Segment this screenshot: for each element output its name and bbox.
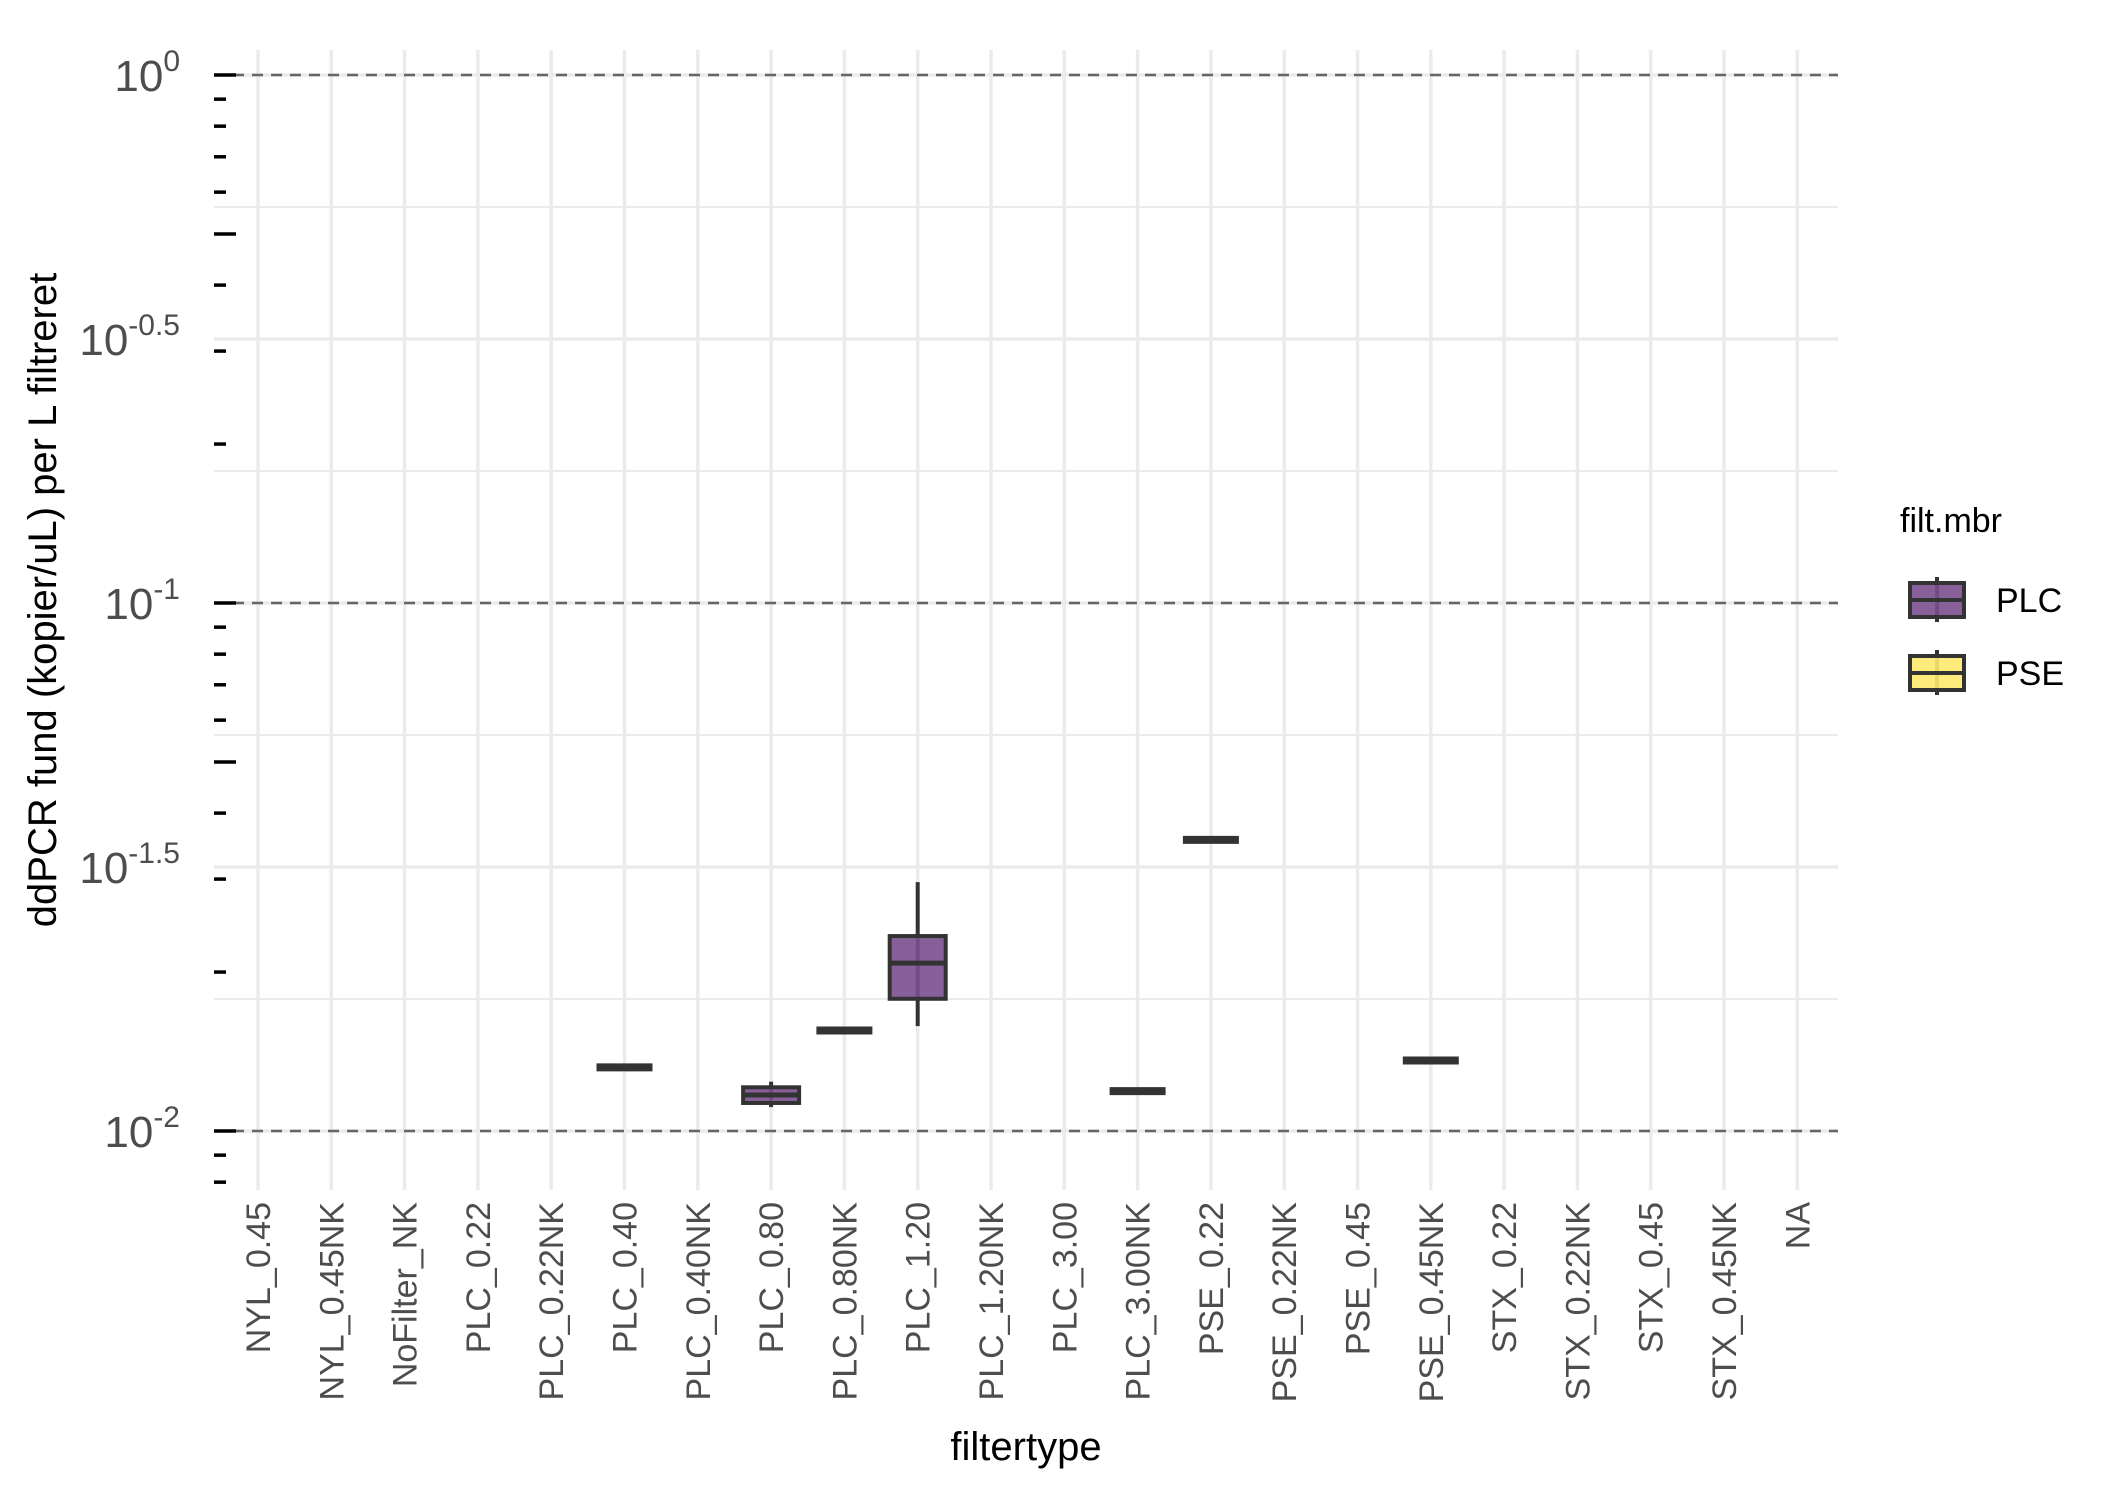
x-tick-label: NYL_0.45NK xyxy=(313,1202,351,1401)
legend-label-PSE: PSE xyxy=(1996,655,2064,693)
x-tick-label: STX_0.22 xyxy=(1486,1202,1524,1353)
x-tick-label: PLC_1.20 xyxy=(900,1202,938,1353)
x-axis-title: filtertype xyxy=(950,1425,1101,1469)
legend-key-PLC xyxy=(1908,577,1966,622)
legend-title: filt.mbr xyxy=(1900,502,2002,540)
x-tick-label: PLC_3.00NK xyxy=(1120,1202,1158,1401)
boxes xyxy=(596,835,1459,1108)
x-tick-label: STX_0.22NK xyxy=(1559,1202,1597,1401)
x-tick-label: PSE_0.22NK xyxy=(1266,1202,1304,1403)
x-tick-label: PLC_0.80 xyxy=(753,1202,791,1353)
y-axis-title: ddPCR fund (kopier/uL) per L filtreret xyxy=(21,273,65,927)
y-tick-label: 100 xyxy=(114,45,180,101)
legend-label-PLC: PLC xyxy=(1996,582,2062,620)
x-tick-label: NoFilter_NK xyxy=(387,1202,425,1387)
x-tick-label: PLC_0.22 xyxy=(460,1202,498,1353)
box-body xyxy=(887,934,948,1001)
x-tick-label: PLC_0.40NK xyxy=(680,1202,718,1401)
x-tick-label: PLC_0.80NK xyxy=(826,1202,864,1401)
x-tick-label: PSE_0.45NK xyxy=(1413,1202,1451,1403)
legend: filt.mbr PLC PSE xyxy=(1900,502,2064,695)
x-tick-label: PLC_1.20NK xyxy=(973,1202,1011,1401)
reference-lines xyxy=(214,73,1838,1133)
x-tick-label: NA xyxy=(1779,1202,1817,1250)
y-tick-label: 10-1 xyxy=(104,573,180,629)
x-tick-label: PSE_0.45 xyxy=(1340,1202,1378,1355)
x-tick-label: PLC_0.22NK xyxy=(533,1202,571,1401)
y-tick-label: 10-2 xyxy=(104,1101,180,1157)
legend-key-PSE xyxy=(1908,650,1966,695)
x-tick-label: STX_0.45 xyxy=(1633,1202,1671,1353)
x-axis: NYL_0.45 NYL_0.45NK NoFilter_NK PLC_0.22 PLC… xyxy=(240,1202,1817,1403)
x-tick-label: PLC_0.40 xyxy=(607,1202,645,1353)
x-tick-label: PLC_3.00 xyxy=(1046,1202,1084,1353)
box-PLC_1.20 xyxy=(887,882,948,1027)
x-tick-label: PSE_0.22 xyxy=(1193,1202,1231,1355)
x-tick-label: STX_0.45NK xyxy=(1706,1202,1744,1401)
y-tick-label: 10-0.5 xyxy=(79,309,180,365)
box-PLC_0.80 xyxy=(741,1081,802,1108)
x-tick-label: NYL_0.45 xyxy=(240,1202,278,1353)
y-axis: 100 10-0.5 10-1 10-1.5 10-2 xyxy=(79,45,236,1184)
y-tick-label: 10-1.5 xyxy=(79,837,180,893)
grid xyxy=(214,50,1838,1190)
